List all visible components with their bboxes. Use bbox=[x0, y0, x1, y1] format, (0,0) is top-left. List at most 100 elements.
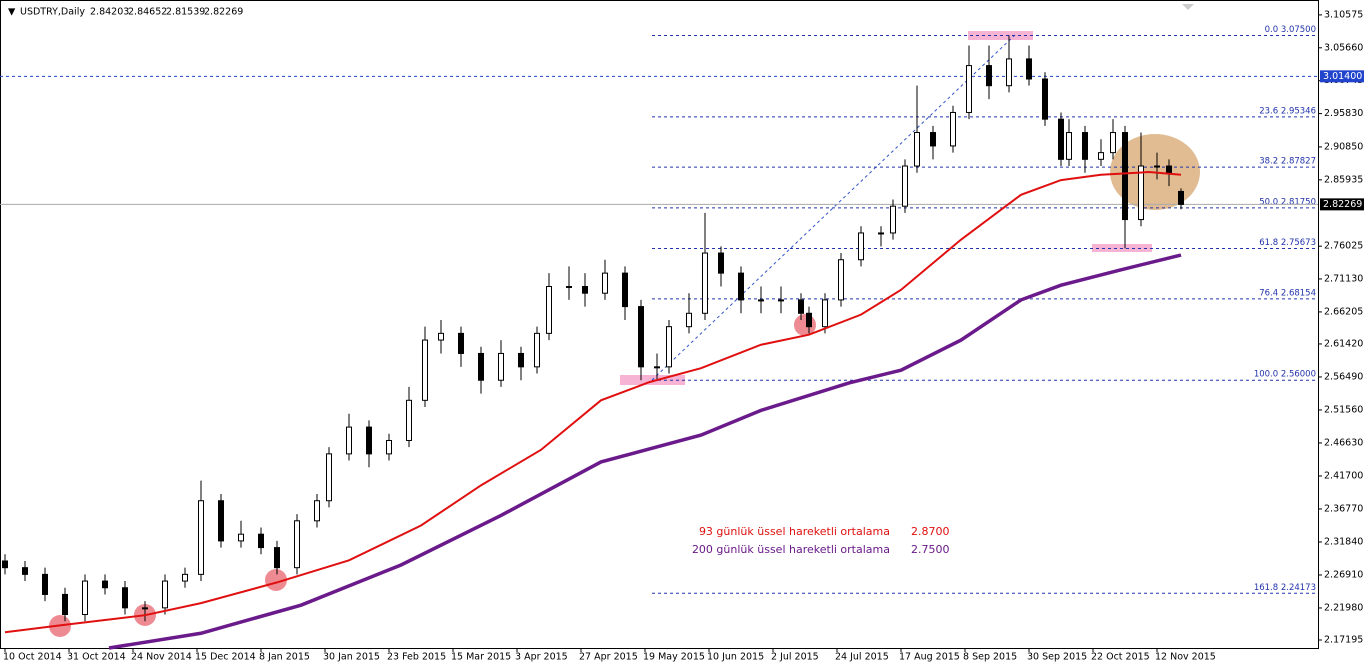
level-marker bbox=[1092, 244, 1152, 252]
candle-body bbox=[1026, 58, 1032, 80]
candle-body bbox=[182, 573, 188, 582]
candle-body bbox=[986, 65, 992, 87]
price-box bbox=[1320, 198, 1364, 211]
y-tick-label: 2.76025 bbox=[1324, 241, 1363, 252]
y-tick-label: 2.31840 bbox=[1324, 536, 1363, 547]
candle-body bbox=[238, 533, 244, 542]
x-tick-label: 2 Jul 2015 bbox=[771, 652, 819, 663]
y-tick-label: 2.61420 bbox=[1324, 338, 1363, 349]
y-tick-label: 2.95830 bbox=[1324, 108, 1363, 119]
candle-body bbox=[838, 259, 844, 301]
candle-body bbox=[1058, 118, 1064, 160]
x-tick-label: 23 Feb 2015 bbox=[387, 652, 446, 663]
y-tick-label: 2.21980 bbox=[1324, 602, 1363, 613]
x-tick-label: 31 Oct 2014 bbox=[67, 652, 126, 663]
candle-body bbox=[778, 299, 784, 302]
candle-body bbox=[198, 500, 204, 575]
candle-body bbox=[1122, 132, 1128, 221]
candle-body bbox=[622, 272, 628, 308]
x-tick-label: 22 Oct 2015 bbox=[1091, 652, 1150, 663]
y-tick-label: 2.56490 bbox=[1324, 371, 1363, 382]
fib-label: 100.0 2.56000 bbox=[1254, 370, 1316, 380]
candle-body bbox=[1066, 132, 1072, 160]
y-tick-label: 2.41700 bbox=[1324, 470, 1363, 481]
ma-line bbox=[4, 171, 1182, 634]
candle-body bbox=[122, 587, 128, 609]
x-tick-label: 17 Aug 2015 bbox=[899, 652, 960, 663]
x-tick-label: 8 Sep 2015 bbox=[963, 652, 1017, 663]
candle-body bbox=[534, 332, 540, 368]
x-tick-label: 3 Apr 2015 bbox=[515, 652, 568, 663]
candle-body bbox=[102, 580, 108, 589]
candle-body bbox=[366, 426, 372, 455]
y-tick-label: 3.05660 bbox=[1324, 42, 1363, 53]
legend-value: 2.8700 bbox=[911, 525, 950, 538]
fib-label: 0.0 3.07500 bbox=[1265, 25, 1316, 35]
candle-body bbox=[274, 547, 280, 569]
x-tick-label: 30 Sep 2015 bbox=[1027, 652, 1087, 663]
candle-body bbox=[142, 607, 148, 610]
candle-body bbox=[702, 252, 708, 314]
candle-body bbox=[218, 500, 224, 542]
candle-body bbox=[498, 352, 504, 381]
candle-body bbox=[1042, 78, 1048, 120]
fib-label: 23.6 2.95346 bbox=[1259, 106, 1316, 116]
candle-body bbox=[798, 299, 804, 314]
x-tick-label: 30 Jan 2015 bbox=[323, 652, 380, 663]
candle-body bbox=[2, 560, 8, 569]
price-label: 2.82269 bbox=[1323, 199, 1362, 210]
header-arrow: ▼ bbox=[8, 7, 16, 18]
fib-label: 61.8 2.75673 bbox=[1259, 238, 1316, 248]
candle-body bbox=[638, 306, 644, 368]
candle-body bbox=[546, 286, 552, 334]
candle-body bbox=[438, 332, 444, 341]
candle-body bbox=[858, 232, 864, 261]
legend-value: 2.7500 bbox=[911, 543, 950, 556]
candle-body bbox=[1006, 58, 1012, 87]
candle-body bbox=[258, 533, 264, 549]
y-tick-label: 2.46630 bbox=[1324, 437, 1363, 448]
y-tick-label: 2.90850 bbox=[1324, 141, 1363, 152]
candle-body bbox=[518, 352, 524, 368]
candle-body bbox=[62, 593, 68, 616]
candle-body bbox=[82, 580, 88, 616]
header-low: 2.81539 bbox=[166, 7, 205, 18]
y-tick-label: 2.71130 bbox=[1324, 273, 1363, 284]
x-tick-label: 24 Jul 2015 bbox=[835, 652, 889, 663]
chart-title: USDTRY,Daily bbox=[20, 7, 85, 18]
candle-body bbox=[458, 332, 464, 354]
candle-body bbox=[42, 573, 48, 595]
y-tick-label: 2.66205 bbox=[1324, 306, 1363, 317]
x-tick-label: 15 Dec 2014 bbox=[195, 652, 256, 663]
candle-body bbox=[966, 65, 972, 113]
candle-body bbox=[1166, 165, 1172, 174]
x-tick-label: 10 Oct 2014 bbox=[3, 652, 62, 663]
candle-body bbox=[822, 299, 828, 328]
legend-name: 93 günlük üssel hareketli ortalama bbox=[699, 525, 890, 538]
candle-body bbox=[1178, 190, 1184, 205]
candle-body bbox=[22, 567, 28, 575]
low-marker bbox=[265, 569, 287, 591]
shift-marker bbox=[1182, 4, 1194, 10]
chart-layer: 0.0 3.07500 23.6 2.95346 38.2 2.87827 50.0 … bbox=[0, 14, 1322, 652]
candle-body bbox=[666, 326, 672, 368]
candle-body bbox=[314, 500, 320, 522]
candle-body bbox=[326, 453, 332, 502]
candle-body bbox=[1138, 165, 1144, 221]
candle-body bbox=[758, 299, 764, 302]
x-tick-label: 10 Jun 2015 bbox=[707, 652, 764, 663]
fib-label: 50.0 2.81750 bbox=[1259, 197, 1316, 207]
candle-body bbox=[686, 312, 692, 328]
candle-body bbox=[930, 132, 936, 147]
candle-body bbox=[738, 272, 744, 301]
header-close: 2.82269 bbox=[204, 7, 243, 18]
price-label: 3.01400 bbox=[1323, 71, 1362, 82]
candle-body bbox=[902, 165, 908, 207]
y-tick-label: 2.36770 bbox=[1324, 503, 1363, 514]
candle-body bbox=[950, 111, 956, 147]
legend-name: 200 günlük üssel hareketli ortalama bbox=[692, 543, 890, 556]
x-tick-label: 19 May 2015 bbox=[643, 652, 705, 663]
candle-body bbox=[806, 312, 812, 328]
x-tick-label: 15 Mar 2015 bbox=[451, 652, 511, 663]
